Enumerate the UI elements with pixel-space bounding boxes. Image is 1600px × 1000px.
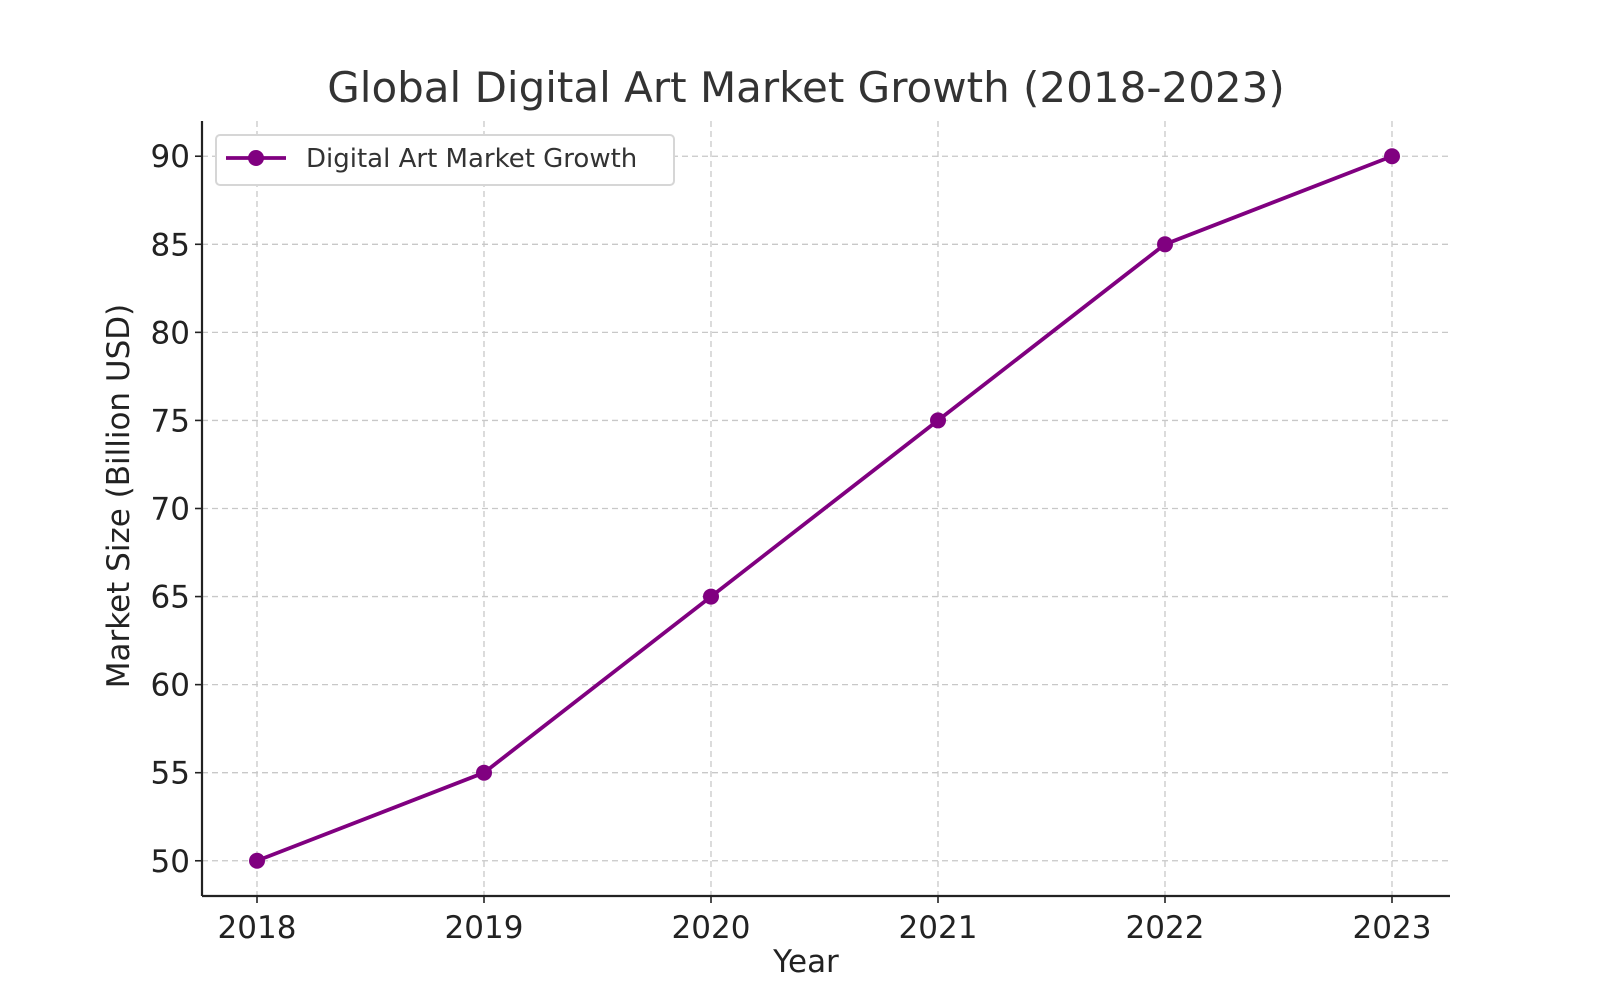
tick-labels: 50 55 60 65 70 75 80 85 90 2018 2019 2020 2021 2022 20… bbox=[151, 139, 1432, 946]
series bbox=[249, 148, 1400, 869]
data-point bbox=[476, 764, 492, 781]
axes bbox=[195, 121, 1450, 903]
y-tick-label: 60 bbox=[151, 668, 190, 704]
x-tick-label: 2021 bbox=[899, 910, 978, 946]
y-tick-label: 85 bbox=[151, 227, 190, 263]
data-point bbox=[1384, 148, 1400, 165]
x-tick-label: 2022 bbox=[1126, 910, 1205, 946]
legend-label: Digital Art Market Growth bbox=[306, 144, 637, 174]
y-tick-label: 80 bbox=[151, 315, 190, 351]
y-tick-label: 65 bbox=[151, 580, 190, 616]
data-point bbox=[703, 588, 719, 605]
data-point bbox=[930, 412, 946, 429]
data-point bbox=[249, 852, 265, 869]
legend-box bbox=[215, 134, 675, 186]
y-tick-label: 75 bbox=[151, 403, 190, 439]
x-tick-label: 2019 bbox=[445, 910, 524, 946]
y-tick-label: 90 bbox=[151, 139, 190, 175]
legend-marker-swatch bbox=[248, 150, 264, 166]
x-tick-label: 2020 bbox=[672, 910, 751, 946]
legend: Digital Art Market Growth bbox=[215, 134, 675, 186]
y-tick-label: 50 bbox=[151, 844, 190, 880]
data-point bbox=[1157, 236, 1173, 253]
y-tick-label: 55 bbox=[151, 756, 190, 792]
series-line bbox=[256, 154, 1393, 863]
y-tick-label: 70 bbox=[151, 492, 190, 528]
chart-title: Global Digital Art Market Growth (2018-2… bbox=[327, 63, 1285, 112]
y-axis-label: Market Size (Billion USD) bbox=[101, 304, 137, 689]
x-tick-label: 2023 bbox=[1353, 910, 1432, 946]
x-axis-label: Year bbox=[772, 944, 839, 980]
x-tick-label: 2018 bbox=[218, 910, 297, 946]
